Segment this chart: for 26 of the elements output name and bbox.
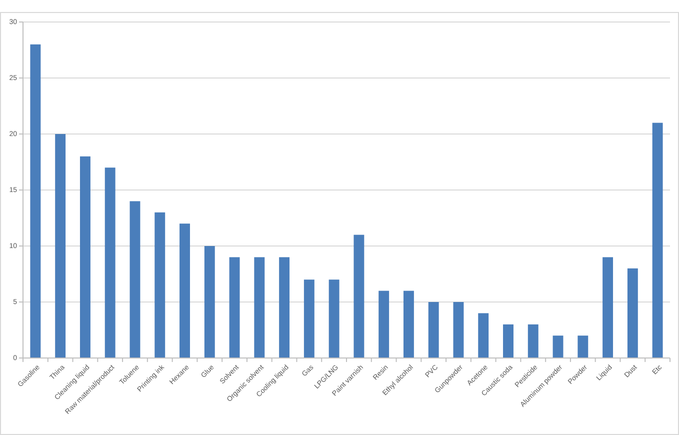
bar bbox=[30, 44, 41, 358]
bar bbox=[578, 336, 588, 358]
bar bbox=[528, 324, 538, 358]
bar bbox=[478, 313, 489, 358]
bar bbox=[104, 168, 116, 358]
bar bbox=[503, 324, 514, 358]
bar bbox=[627, 268, 638, 358]
bar bbox=[80, 156, 90, 358]
bar bbox=[180, 224, 190, 358]
bar bbox=[652, 122, 663, 358]
bar bbox=[55, 134, 66, 358]
bar bbox=[304, 280, 314, 358]
bar bbox=[453, 302, 464, 358]
bar bbox=[328, 280, 340, 358]
bar bbox=[378, 290, 390, 358]
bar bbox=[354, 234, 364, 358]
bar bbox=[428, 302, 439, 358]
bar bbox=[229, 257, 240, 358]
bar bbox=[279, 257, 290, 358]
bar bbox=[403, 290, 414, 358]
bar bbox=[154, 212, 166, 358]
bar bbox=[552, 336, 564, 358]
bar bbox=[204, 246, 215, 358]
bar bbox=[254, 257, 265, 358]
bar bbox=[130, 201, 140, 358]
bar bbox=[602, 257, 614, 358]
